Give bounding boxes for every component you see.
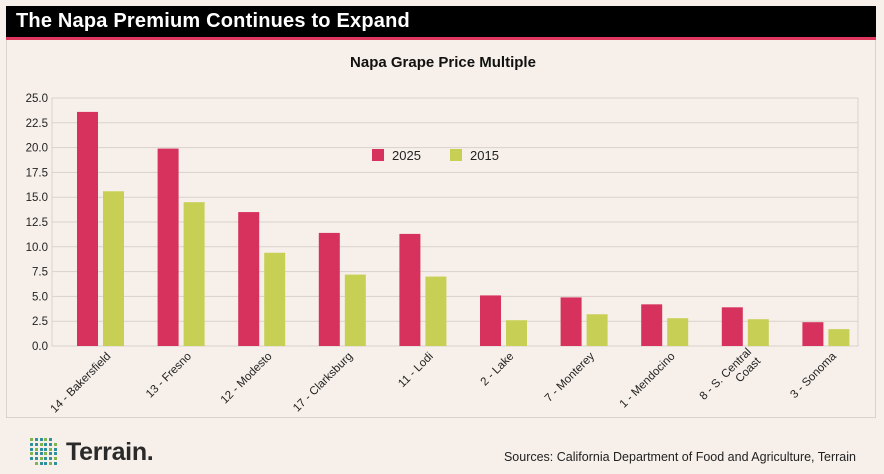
legend-label-2025: 2025: [392, 148, 421, 163]
terrain-logo: Terrain.: [30, 436, 154, 468]
logo-text: Terrain.: [66, 437, 154, 466]
bar-2025: [480, 295, 501, 346]
bar-2015: [425, 276, 447, 346]
y-tick-label: 15.0: [26, 192, 48, 204]
y-tick-label: 10.0: [26, 242, 48, 254]
x-tick-label: 8 - S. CentralCoast: [698, 346, 764, 412]
y-tick-label: 12.5: [26, 217, 48, 229]
y-tick-label: 2.5: [32, 316, 48, 328]
legend-swatch-2015: [450, 149, 462, 161]
bar-2025: [560, 297, 582, 346]
x-tick-label: 13 - Fresno: [144, 350, 194, 400]
bar-2015: [264, 252, 286, 346]
bar-2015: [747, 319, 769, 346]
source-note: Sources: California Department of Food a…: [503, 450, 856, 464]
bar-2015: [183, 202, 205, 346]
bar-2015: [828, 329, 850, 346]
y-tick-label: 0.0: [32, 341, 48, 353]
page-title: The Napa Premium Continues to Expand: [16, 10, 410, 32]
x-tick-label: 14 - Bakersfield: [48, 350, 113, 415]
bar-2015: [344, 274, 366, 346]
x-tick-label: 17 - Clarksburg: [291, 350, 355, 414]
bar-2025: [318, 232, 340, 346]
bar-2025: [641, 304, 663, 346]
bar-2025: [238, 212, 260, 346]
bar-2025: [157, 148, 179, 346]
bar-2025: [802, 322, 824, 346]
chart-title: Napa Grape Price Multiple: [350, 54, 536, 71]
bar-2025: [399, 233, 421, 346]
bar-2015: [667, 318, 689, 346]
y-tick-label: 17.5: [26, 167, 48, 179]
legend-swatch-2025: [372, 149, 384, 161]
y-tick-label: 5.0: [32, 291, 48, 303]
x-tick-label: 1 - Mendocino: [618, 350, 678, 410]
y-tick-label: 20.0: [26, 143, 48, 155]
x-tick-label: 7 - Monterey: [543, 350, 597, 404]
bar-chart: Napa Grape Price Multiple 0.0 2.5 5.0 7.5 10.…: [26, 54, 859, 415]
x-tick-label: 2 - Lake: [479, 350, 517, 388]
bar-2015: [586, 314, 608, 346]
y-tick-label: 7.5: [32, 267, 48, 279]
y-tick-label: 25.0: [26, 93, 48, 105]
x-tick-label: 3 - Sonoma: [788, 350, 839, 401]
header-bar: The Napa Premium Continues to Expand: [6, 6, 876, 40]
bar-2015: [506, 320, 527, 346]
x-tick-label: 12 - Modesto: [219, 350, 275, 406]
bar-2015: [103, 191, 124, 346]
x-tick-label: 11 - Lodi: [396, 350, 436, 390]
chart-frame: [6, 40, 876, 418]
legend-label-2015: 2015: [470, 148, 499, 163]
bar-2025: [721, 307, 743, 346]
plot-area: [51, 97, 859, 347]
bar-2025: [77, 111, 98, 346]
y-tick-label: 22.5: [26, 118, 48, 130]
terrain-logo-icon: [30, 438, 60, 466]
